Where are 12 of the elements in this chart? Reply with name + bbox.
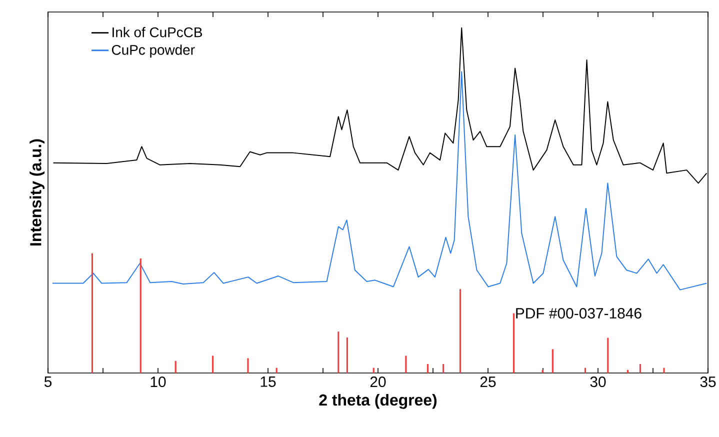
y-axis-title: Intensity (a.u.) xyxy=(30,139,44,246)
series-label: PDF #00-037-1846 xyxy=(516,308,642,319)
x-tick-label: 20 xyxy=(370,376,386,388)
x-tick-label: 5 xyxy=(44,376,52,387)
legend-label: CuPc powder xyxy=(112,44,195,58)
x-axis-title: 2 theta (degree) xyxy=(319,394,437,409)
x-tick-label: 15 xyxy=(260,376,276,387)
x-tick-label: 10 xyxy=(150,376,166,388)
x-tick-label: 30 xyxy=(590,376,606,388)
legend-label: Ink of CuPcCB xyxy=(112,27,202,38)
x-tick-label: 35 xyxy=(700,376,716,388)
x-tick-label: 25 xyxy=(480,376,496,388)
